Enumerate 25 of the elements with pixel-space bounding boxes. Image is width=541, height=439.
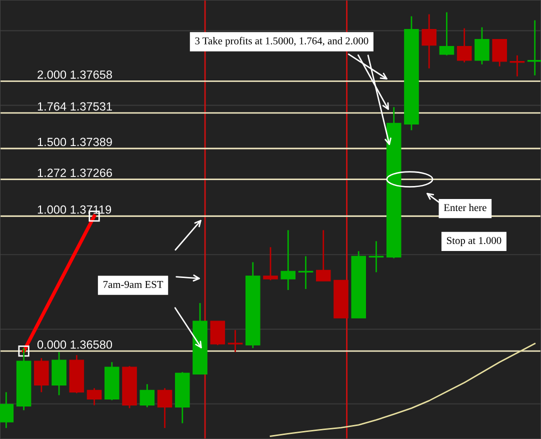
candlestick bbox=[86, 387, 102, 406]
candlestick bbox=[140, 383, 155, 408]
candlestick bbox=[316, 229, 331, 282]
candlestick bbox=[527, 20, 541, 76]
ref-line-label: 1.500 1.37389 bbox=[38, 138, 112, 146]
candlestick bbox=[439, 12, 454, 56]
annotation: 7am-9am EST bbox=[103, 280, 164, 288]
ref-line-label: 2.000 1.37658 bbox=[38, 70, 112, 79]
ref-line-label: 0.000 1.36580 bbox=[37, 340, 112, 349]
candlestick bbox=[492, 38, 507, 68]
candlestick bbox=[474, 26, 490, 66]
ref-line-label: 1.764 1.37531 bbox=[38, 102, 112, 111]
candlestick bbox=[0, 391, 14, 429]
candlestick bbox=[456, 28, 472, 64]
candlestick bbox=[210, 320, 226, 346]
annotation: Stop at 1.000 bbox=[447, 237, 502, 246]
candlestick bbox=[422, 14, 436, 70]
ref-line-label: 1.272 1.37266 bbox=[38, 168, 112, 177]
candlestick bbox=[228, 329, 243, 353]
ref-line-label: 1.000 1.37119 bbox=[38, 205, 112, 214]
annotation: 3 Take profits at 1.5000, 1.764, and 2.000 bbox=[195, 36, 368, 46]
candlestick bbox=[263, 246, 278, 281]
candlestick bbox=[157, 387, 172, 429]
candlestick bbox=[280, 229, 296, 291]
annotation: Enter here bbox=[444, 204, 486, 212]
